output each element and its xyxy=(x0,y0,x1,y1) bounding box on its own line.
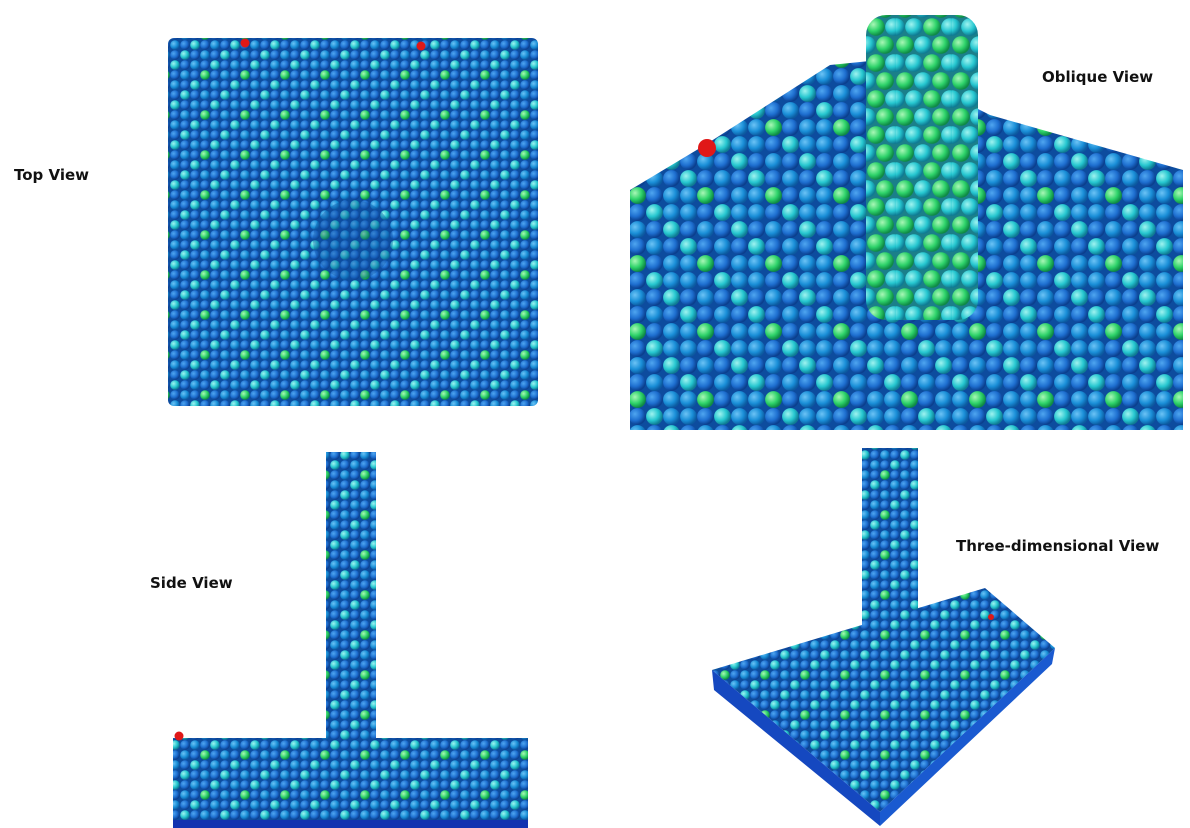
side-pillar xyxy=(326,452,376,742)
side-base xyxy=(173,820,528,828)
atom xyxy=(175,732,184,741)
atom xyxy=(988,614,994,620)
3d-pillar xyxy=(862,448,918,658)
atom xyxy=(698,139,716,157)
panel-label: Three-dimensional View xyxy=(956,537,1159,555)
panel-label: Side View xyxy=(150,574,233,592)
atom xyxy=(241,39,250,48)
oblique-pillar xyxy=(866,15,978,320)
pillar-shadow xyxy=(313,200,393,280)
figure: Top View Oblique View Side View Three-di… xyxy=(0,0,1190,828)
atom xyxy=(417,42,426,51)
panel-label: Oblique View xyxy=(1042,68,1153,86)
panel-label: Top View xyxy=(14,166,89,184)
side-slab xyxy=(173,738,528,828)
renderings xyxy=(0,0,1190,828)
